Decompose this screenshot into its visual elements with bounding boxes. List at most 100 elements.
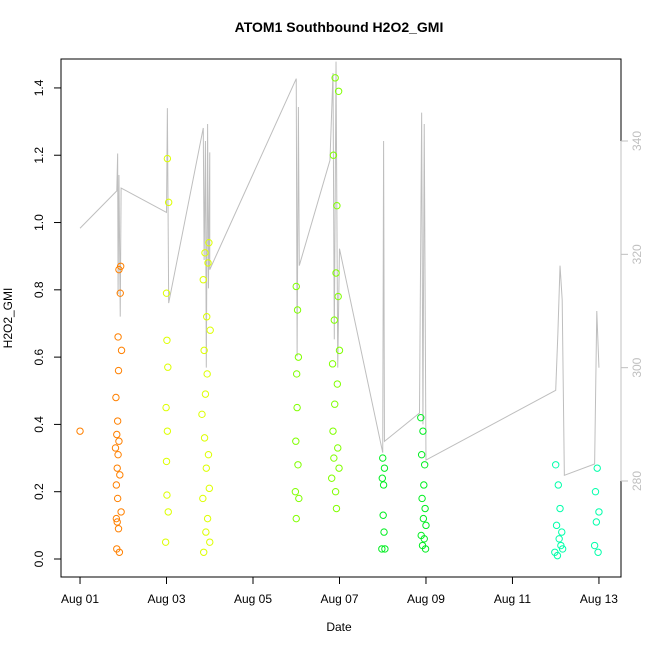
data-point [161,538,170,546]
data-point [330,454,338,462]
x-tick-label: Aug 11 [494,592,531,606]
data-point [76,427,84,435]
data-point [331,488,340,496]
data-point [330,316,338,324]
data-point [379,454,387,462]
data-point [200,346,208,355]
data-point [202,528,210,536]
data-point [113,417,122,425]
data-point [114,450,122,459]
y2-tick-label: 280 [630,471,644,491]
data-point [202,464,210,472]
data-point [114,366,123,375]
y2-tick-label: 320 [630,244,644,264]
y-tick-label: 1.4 [32,79,46,96]
data-point [113,430,121,439]
data-point [163,154,172,163]
data-point [293,306,302,314]
y-tick-label: 0.6 [32,348,46,365]
data-point [164,508,172,516]
data-point [117,346,126,355]
data-point [331,74,339,82]
data-point [420,481,428,489]
data-point [552,461,560,469]
data-point [199,276,207,284]
data-point [203,370,211,378]
data-point [199,494,207,503]
data-point [116,289,124,297]
data-point [164,363,172,371]
data-point [164,198,173,207]
data-point [594,548,602,556]
data-point [558,528,566,536]
data-point [335,464,343,472]
data-point [591,488,600,496]
data-point [114,525,123,533]
data-point [329,151,338,159]
line-series [79,61,600,477]
data-point [200,434,209,442]
data-point [590,541,599,550]
data-point [198,410,206,419]
x-tick-label: Aug 07 [320,592,358,606]
data-point [329,427,337,435]
data-point [592,518,601,526]
y-tick-label: 0.8 [32,281,46,298]
x-tick-label: Aug 13 [580,592,618,606]
data-point [417,413,425,422]
data-point [163,336,171,344]
data-point [204,450,213,459]
data-point [113,518,121,526]
data-point [554,481,562,489]
data-point [419,427,427,435]
data-point [328,474,336,482]
data-point [380,464,389,472]
data-point [334,87,343,96]
data-point [595,508,603,516]
data-point [293,403,301,412]
data-point [113,464,121,472]
x-axis-title: Date [326,620,352,634]
data-point [379,511,387,519]
data-point [292,437,300,445]
data-point [206,538,214,546]
data-point [334,292,342,301]
data-point [555,535,563,543]
data-point [204,259,212,267]
data-point [294,353,303,361]
data-point [422,521,430,530]
data-point [201,390,210,398]
data-point [115,437,123,445]
data-point [593,464,601,472]
data-point [200,548,208,556]
data-point [116,471,124,479]
data-point [552,521,561,530]
plot-box [60,58,622,578]
data-point [292,282,300,291]
y2-tick-label: 340 [630,131,644,151]
y-tick-label: 1.2 [32,147,46,164]
x-tick-label: Aug 01 [61,592,99,606]
y-tick-label: 1.0 [32,214,46,231]
data-point [332,269,340,277]
data-point [205,484,214,493]
data-point [558,545,567,553]
y2-tick-label: 300 [630,357,644,377]
data-point [378,474,386,482]
data-point [162,403,170,412]
data-point [420,535,428,543]
data-point [112,393,120,402]
data-point [328,360,337,368]
data-point [111,444,120,452]
chart-title: ATOM1 Southbound H2O2_GMI [235,19,444,35]
data-point [116,262,125,270]
data-point [117,508,125,516]
y-tick-label: 0.0 [32,550,46,567]
data-point [379,481,388,489]
data-point [163,427,172,435]
data-point [163,491,171,499]
data-point [553,551,562,560]
y-tick-label: 0.4 [32,416,46,433]
data-point [335,346,344,355]
